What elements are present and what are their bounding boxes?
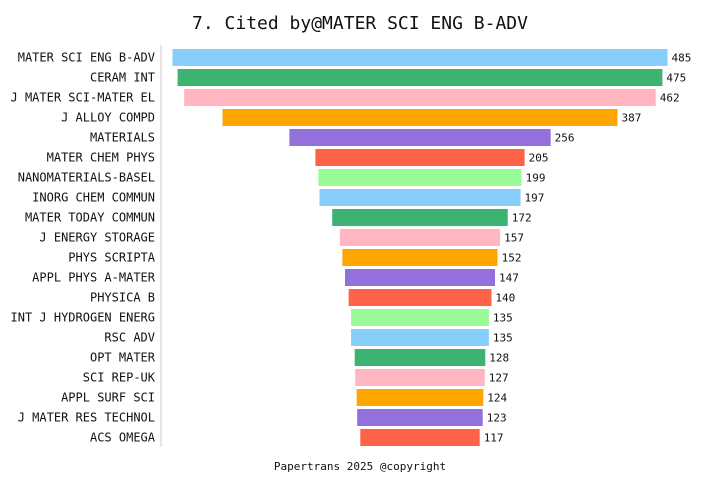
data-label: 152: [502, 252, 522, 265]
bar: [332, 209, 508, 226]
category-label: J ENERGY STORAGE: [39, 231, 155, 245]
data-label: 462: [660, 92, 680, 105]
category-label: J MATER RES TECHNOL: [18, 411, 155, 425]
bar: [348, 289, 492, 306]
bar: [339, 229, 501, 246]
data-label: 199: [526, 172, 546, 185]
data-label: 124: [487, 392, 507, 405]
category-label: MATER CHEM PHYS: [47, 151, 155, 165]
category-label: MATERIALS: [90, 131, 155, 145]
data-label: 128: [489, 352, 509, 365]
bar: [357, 409, 483, 426]
bar: [172, 49, 668, 66]
category-label: INORG CHEM COMMUN: [32, 191, 155, 205]
data-label: 123: [487, 412, 507, 425]
category-label: NANOMATERIALS-BASEL: [18, 171, 155, 185]
data-label: 197: [525, 192, 545, 205]
category-label: APPL SURF SCI: [61, 391, 155, 405]
bar: [318, 169, 522, 186]
bars-group: MATER SCI ENG B-ADV 485 CERAM INT 475 J MATE…: [11, 49, 692, 446]
category-label: J MATER SCI-MATER EL: [11, 91, 156, 105]
bar: [315, 149, 525, 166]
category-label: OPT MATER: [90, 351, 156, 365]
bar: [356, 389, 484, 406]
data-label: 127: [489, 372, 509, 385]
bar: [355, 369, 485, 386]
category-label: SCI REP-UK: [83, 371, 156, 385]
data-label: 135: [493, 312, 513, 325]
bar: [351, 329, 489, 346]
data-label: 256: [555, 132, 575, 145]
data-label: 135: [493, 332, 513, 345]
category-label: PHYSICA B: [90, 291, 155, 305]
chart-title: 7. Cited by@MATER SCI ENG B-ADV: [192, 13, 528, 34]
bar: [345, 269, 495, 286]
category-label: INT J HYDROGEN ENERG: [11, 311, 156, 325]
data-label: 140: [495, 292, 515, 305]
data-label: 485: [672, 52, 692, 65]
category-label: ACS OMEGA: [90, 431, 156, 445]
category-label: MATER SCI ENG B-ADV: [18, 51, 155, 65]
bar: [319, 189, 521, 206]
bar: [360, 429, 480, 446]
bar: [351, 309, 489, 326]
category-label: J ALLOY COMPD: [61, 111, 155, 125]
data-label: 147: [499, 272, 519, 285]
category-label: RSC ADV: [104, 331, 155, 345]
footer-copyright: Papertrans 2025 @copyright: [274, 460, 446, 473]
data-label: 387: [622, 112, 642, 125]
category-label: APPL PHYS A-MATER: [32, 271, 156, 285]
bar: [354, 349, 486, 366]
bar: [222, 109, 618, 126]
data-label: 205: [529, 152, 549, 165]
bar: [177, 69, 663, 86]
data-label: 172: [512, 212, 532, 225]
category-label: CERAM INT: [90, 71, 155, 85]
data-label: 117: [484, 432, 504, 445]
category-label: MATER TODAY COMMUN: [25, 211, 155, 225]
bar: [184, 89, 656, 106]
bar: [289, 129, 551, 146]
bar: [342, 249, 498, 266]
category-label: PHYS SCRIPTA: [68, 251, 155, 265]
data-label: 475: [666, 72, 686, 85]
data-label: 157: [504, 232, 524, 245]
